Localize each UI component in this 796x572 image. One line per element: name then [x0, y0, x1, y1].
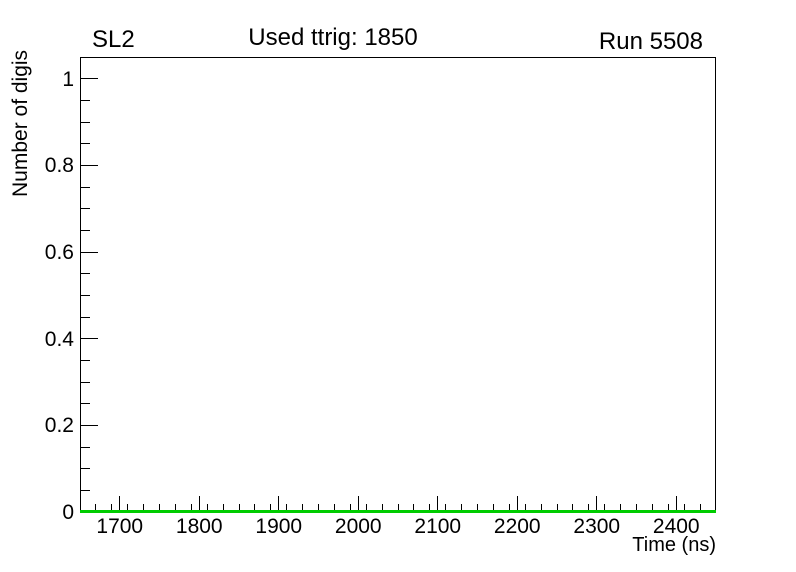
- y-major-tick: [81, 164, 98, 166]
- y-minor-tick: [81, 359, 90, 361]
- x-minor-tick: [270, 504, 272, 512]
- y-major-tick: [81, 78, 98, 80]
- x-minor-tick: [333, 504, 335, 512]
- x-minor-tick: [667, 504, 669, 512]
- y-minor-tick: [81, 121, 90, 123]
- plot-title-right: Run 5508: [598, 28, 703, 55]
- x-major-tick: [357, 496, 359, 512]
- x-minor-tick: [445, 504, 447, 512]
- y-minor-tick: [81, 273, 90, 275]
- x-minor-tick: [95, 504, 97, 512]
- x-minor-tick: [127, 504, 129, 512]
- y-minor-tick: [81, 381, 90, 383]
- y-major-tick: [81, 424, 98, 426]
- y-tick-label: 0.8: [44, 154, 74, 178]
- x-tick-label: 2100: [414, 515, 462, 538]
- x-minor-tick: [381, 504, 383, 512]
- plot-title-center: Used ttrig: 1850: [248, 24, 418, 51]
- x-minor-tick: [683, 504, 685, 512]
- x-major-tick: [596, 496, 598, 512]
- x-minor-tick: [620, 504, 622, 512]
- x-minor-tick: [318, 504, 319, 512]
- plot-frame: [80, 57, 716, 512]
- y-minor-tick: [81, 316, 90, 318]
- y-tick-label: 0.4: [44, 327, 74, 351]
- y-minor-tick: [81, 208, 90, 210]
- x-minor-tick: [143, 504, 145, 512]
- x-minor-tick: [429, 504, 431, 512]
- y-minor-tick: [81, 99, 90, 101]
- x-major-tick: [119, 496, 121, 512]
- x-minor-tick: [302, 504, 304, 512]
- y-minor-tick: [81, 186, 90, 188]
- x-tick-label: 2200: [493, 515, 541, 538]
- x-minor-tick: [286, 504, 288, 512]
- x-minor-tick: [222, 504, 224, 512]
- x-tick-label: 2300: [573, 515, 621, 538]
- x-minor-tick: [524, 504, 526, 512]
- x-minor-tick: [238, 504, 240, 512]
- y-major-tick: [81, 251, 98, 253]
- y-minor-tick: [81, 294, 90, 296]
- y-tick-label: 0.6: [44, 241, 74, 264]
- x-minor-tick: [111, 504, 113, 512]
- x-minor-tick: [572, 504, 574, 512]
- y-tick-label: 1: [62, 67, 74, 91]
- x-major-tick: [198, 496, 200, 512]
- y-minor-tick: [81, 468, 90, 470]
- x-minor-tick: [254, 504, 256, 512]
- x-tick-label: 2400: [652, 515, 700, 538]
- y-major-tick: [81, 338, 98, 340]
- x-major-tick: [516, 496, 518, 512]
- y-minor-tick: [81, 446, 90, 448]
- y-tick-label: 0.2: [44, 414, 74, 438]
- x-minor-tick: [588, 504, 590, 512]
- y-minor-tick: [81, 143, 90, 145]
- x-tick-label: 1700: [96, 515, 144, 538]
- x-minor-tick: [477, 504, 478, 512]
- y-minor-tick: [81, 489, 90, 491]
- x-minor-tick: [540, 504, 542, 512]
- x-minor-tick: [651, 504, 653, 512]
- plot-title-left: SL2: [92, 26, 135, 53]
- x-minor-tick: [604, 504, 606, 512]
- x-minor-tick: [699, 504, 701, 512]
- x-minor-tick: [556, 504, 558, 512]
- x-minor-tick: [365, 504, 367, 512]
- x-minor-tick: [159, 504, 160, 512]
- x-tick-label: 2000: [334, 515, 382, 538]
- x-tick-label: 1800: [175, 515, 223, 538]
- y-minor-tick: [81, 229, 90, 231]
- x-minor-tick: [397, 504, 399, 512]
- y-tick-label: 0: [62, 501, 74, 524]
- x-major-tick: [675, 496, 677, 512]
- x-major-tick: [278, 496, 280, 512]
- x-minor-tick: [508, 504, 510, 512]
- x-minor-tick: [349, 504, 351, 512]
- x-axis-title: Time (ns): [632, 534, 716, 556]
- x-minor-tick: [190, 504, 192, 512]
- y-minor-tick: [81, 403, 90, 405]
- x-minor-tick: [174, 504, 176, 512]
- x-minor-tick: [492, 504, 494, 512]
- x-minor-tick: [206, 504, 208, 512]
- histogram-zero-line: [80, 510, 716, 513]
- x-major-tick: [437, 496, 439, 512]
- x-minor-tick: [636, 504, 637, 512]
- x-minor-tick: [413, 504, 415, 512]
- x-tick-label: 1900: [255, 515, 303, 538]
- x-minor-tick: [461, 504, 463, 512]
